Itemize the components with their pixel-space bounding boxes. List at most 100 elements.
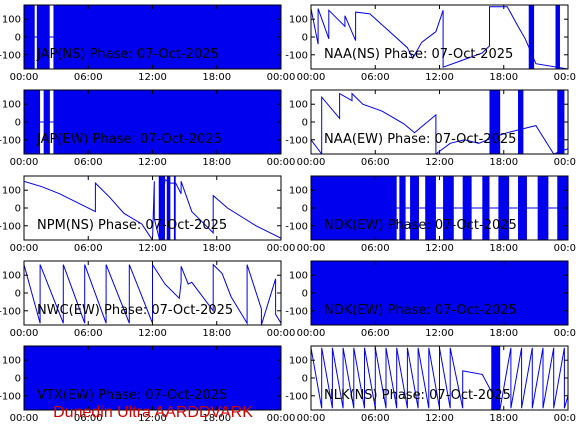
series-line bbox=[24, 178, 281, 240]
y-tick-label: -100 bbox=[0, 391, 21, 402]
y-tick-label: 100 bbox=[2, 186, 21, 197]
y-tick-label: 0 bbox=[302, 289, 308, 300]
y-tick-label: -100 bbox=[285, 391, 308, 402]
plot-area bbox=[24, 5, 281, 69]
dense-trace-region bbox=[518, 90, 524, 154]
panel-title: JAP(NS) Phase: 07-Oct-2025 bbox=[36, 47, 219, 62]
dense-trace-region bbox=[173, 176, 176, 240]
dense-trace-region bbox=[555, 5, 560, 69]
panel-title: NPM(NS) Phase: 07-Oct-2025 bbox=[37, 218, 227, 233]
x-tick-label: 12:00 bbox=[138, 243, 167, 254]
x-tick-label: 18:00 bbox=[202, 157, 231, 168]
x-tick-label: 12:00 bbox=[138, 328, 167, 339]
panel-title: NAA(NS) Phase: 07-Oct-2025 bbox=[324, 47, 513, 62]
x-tick-label: 00:00 bbox=[10, 328, 39, 339]
y-tick-label: -100 bbox=[0, 135, 21, 146]
x-tick-label: 12:00 bbox=[138, 413, 167, 424]
series-line bbox=[311, 6, 568, 69]
x-tick-label: 00:00 bbox=[267, 413, 296, 424]
footer-label: Dunedin Ultra AARDDVARK bbox=[53, 404, 253, 421]
x-tick-label: 00:00 bbox=[10, 413, 39, 424]
x-tick-label: 00:00 bbox=[554, 243, 576, 254]
y-tick-label: 100 bbox=[289, 15, 308, 26]
plot-area bbox=[311, 5, 568, 69]
y-tick-label: 0 bbox=[302, 204, 308, 215]
y-tick-label: 100 bbox=[289, 100, 308, 111]
x-tick-label: 00:00 bbox=[297, 157, 326, 168]
panel-title: NAA(EW) Phase: 07-Oct-2025 bbox=[324, 132, 516, 147]
y-tick-label: 0 bbox=[15, 289, 21, 300]
dense-trace-region bbox=[489, 90, 501, 154]
y-tick-label: 100 bbox=[2, 15, 21, 26]
x-tick-label: 06:00 bbox=[74, 243, 103, 254]
chart-panel-10: 100 0 -100 00:00 06:00 12:00 18:00 00:00 NLK(NS)… bbox=[285, 345, 576, 424]
chart-panel-8: 100 0 -100 00:00 06:00 12:00 18:00 00:00 NDK(EW)… bbox=[285, 260, 576, 339]
x-tick-label: 06:00 bbox=[74, 72, 103, 83]
panel-title: NDK(EW) Phase: 07-Oct-2025 bbox=[324, 218, 517, 233]
y-tick-label: -100 bbox=[0, 221, 21, 232]
chart-panel-9: 100 0 -100 00:00 06:00 12:00 18:00 00:00 VTX(EW)… bbox=[0, 345, 296, 424]
x-tick-label: 00:00 bbox=[554, 157, 576, 168]
panel-title: NLK(NS) Phase: 07-Oct-2025 bbox=[324, 388, 511, 403]
series-line bbox=[311, 92, 568, 154]
x-tick-label: 00:00 bbox=[10, 243, 39, 254]
x-tick-label: 06:00 bbox=[361, 72, 390, 83]
x-tick-label: 06:00 bbox=[74, 157, 103, 168]
x-tick-label: 06:00 bbox=[74, 413, 103, 424]
x-tick-label: 00:00 bbox=[297, 243, 326, 254]
y-tick-label: 100 bbox=[289, 186, 308, 197]
x-tick-label: 18:00 bbox=[489, 72, 518, 83]
y-tick-label: 100 bbox=[2, 356, 21, 367]
dense-trace-region bbox=[158, 176, 165, 240]
x-tick-label: 00:00 bbox=[267, 72, 296, 83]
y-tick-label: -100 bbox=[285, 135, 308, 146]
x-tick-label: 12:00 bbox=[138, 72, 167, 83]
dense-trace-region bbox=[491, 346, 501, 410]
x-tick-label: 18:00 bbox=[202, 413, 231, 424]
x-tick-label: 00:00 bbox=[267, 328, 296, 339]
x-tick-label: 18:00 bbox=[202, 328, 231, 339]
chart-panel-5: 100 0 -100 00:00 06:00 12:00 18:00 00:00 NPM(NS)… bbox=[0, 175, 295, 254]
x-tick-label: 12:00 bbox=[138, 157, 167, 168]
panel-title: VTX(EW) Phase: 07-Oct-2025 bbox=[37, 388, 227, 403]
plot-area bbox=[311, 176, 568, 240]
x-tick-label: 00:00 bbox=[554, 72, 576, 83]
y-tick-label: 100 bbox=[289, 356, 308, 367]
y-tick-label: -100 bbox=[285, 50, 308, 61]
y-tick-label: 0 bbox=[15, 374, 21, 385]
y-tick-label: 100 bbox=[2, 100, 21, 111]
x-tick-label: 18:00 bbox=[489, 157, 518, 168]
x-tick-label: 18:00 bbox=[489, 413, 518, 424]
dense-trace-region bbox=[557, 90, 565, 154]
series-line bbox=[311, 347, 568, 410]
x-tick-label: 12:00 bbox=[425, 243, 454, 254]
y-tick-label: 0 bbox=[15, 33, 21, 44]
x-tick-label: 00:00 bbox=[297, 328, 326, 339]
chart-panel-4: 100 0 -100 00:00 06:00 12:00 18:00 00:00 NAA(EW)… bbox=[285, 89, 576, 168]
panel-title: JAP(EW) Phase: 07-Oct-2025 bbox=[36, 132, 222, 147]
plot-area bbox=[24, 176, 281, 240]
y-tick-label: 100 bbox=[289, 271, 308, 282]
y-tick-label: 0 bbox=[302, 33, 308, 44]
x-tick-label: 12:00 bbox=[425, 72, 454, 83]
chart-panel-7: 100 0 -100 00:00 06:00 12:00 18:00 00:00 NWC(EW)… bbox=[0, 260, 296, 339]
plot-area bbox=[311, 261, 568, 325]
panel-title: NWC(EW) Phase: 07-Oct-2025 bbox=[37, 303, 233, 318]
x-tick-label: 06:00 bbox=[361, 413, 390, 424]
x-tick-label: 00:00 bbox=[10, 157, 39, 168]
x-tick-label: 18:00 bbox=[489, 328, 518, 339]
x-tick-label: 06:00 bbox=[361, 328, 390, 339]
x-tick-label: 00:00 bbox=[554, 328, 576, 339]
y-tick-label: -100 bbox=[285, 306, 308, 317]
y-tick-label: -100 bbox=[0, 50, 21, 61]
series-line bbox=[24, 262, 281, 325]
y-tick-label: 0 bbox=[302, 118, 308, 129]
x-tick-label: 18:00 bbox=[202, 72, 231, 83]
y-tick-label: 100 bbox=[2, 271, 21, 282]
chart-panel-1: 100 0 -100 00:00 06:00 12:00 18:00 00:00 JAP(NS)… bbox=[0, 4, 296, 83]
y-tick-label: 0 bbox=[302, 374, 308, 385]
dense-trace-region bbox=[528, 5, 535, 69]
x-tick-label: 12:00 bbox=[425, 413, 454, 424]
y-tick-label: 0 bbox=[15, 118, 21, 129]
